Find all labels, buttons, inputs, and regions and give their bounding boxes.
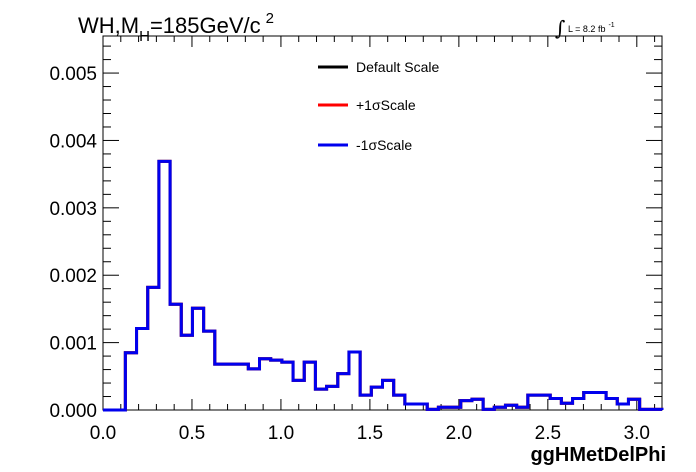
lumi-superscript: -1 [608, 22, 614, 29]
x-tick-label: 2.5 [535, 423, 561, 444]
y-tick-label: 0.004 [49, 131, 97, 152]
legend-label-3: -1σScale [356, 137, 412, 153]
lumi-integral-symbol: ∫ [555, 16, 565, 40]
x-tick-label: 0.0 [90, 423, 116, 444]
x-axis-title: ggHMetDelPhi [530, 444, 666, 466]
x-tick-label: 0.5 [179, 423, 205, 444]
title-main: WH,M [78, 13, 139, 38]
legend-label-1: Default Scale [356, 59, 439, 75]
x-tick-labels: 0.0 0.5 1.0 1.5 2.0 2.5 3.0 [90, 423, 650, 444]
x-tick-label: 1.5 [357, 423, 383, 444]
x-tick-label: 2.0 [446, 423, 472, 444]
plot-frame [102, 35, 663, 411]
y-tick-label: 0.005 [49, 64, 97, 85]
y-tick-label: 0.003 [49, 199, 97, 220]
series-layer [103, 159, 664, 412]
x-tick-label: 1.0 [268, 423, 294, 444]
legend-label-2: +1σScale [356, 97, 416, 113]
y-tick-label: 0.002 [49, 266, 97, 287]
lumi-label: L = 8.2 fb -1 [568, 22, 615, 34]
y-tick-labels: 0.000 0.001 0.002 0.003 0.004 0.005 [49, 64, 97, 422]
title-superscript: 2 [266, 10, 274, 27]
title-suffix: =185GeV/c [150, 13, 261, 38]
y-tick-label: 0.000 [49, 401, 97, 422]
x-tick-label: 3.0 [624, 423, 650, 444]
y-tick-label: 0.001 [49, 334, 97, 355]
series-line-3 [103, 159, 664, 412]
lumi-text: L = 8.2 fb [568, 24, 605, 34]
legend: Default Scale +1σScale -1σScale [318, 59, 439, 153]
